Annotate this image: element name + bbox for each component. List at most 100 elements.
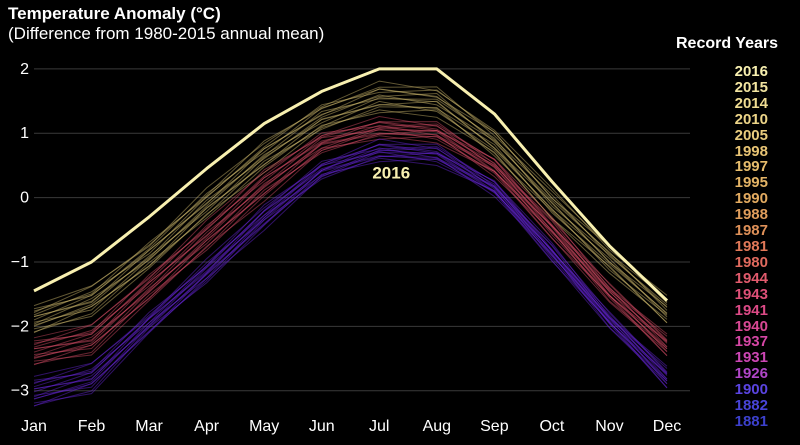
legend-item-1931: 1931 <box>734 349 768 367</box>
y-tick-label: −1 <box>11 254 29 271</box>
band-line <box>33 126 668 357</box>
legend-item-1987: 1987 <box>734 222 768 240</box>
legend-item-2010: 2010 <box>734 110 768 128</box>
x-tick-label: Oct <box>539 418 564 435</box>
legend-item-1926: 1926 <box>734 365 768 383</box>
band-line <box>33 121 668 346</box>
band-line <box>33 151 668 400</box>
legend-item-1990: 1990 <box>734 190 768 208</box>
legend-item-1980: 1980 <box>734 253 768 271</box>
band-line <box>33 149 668 398</box>
legend-title: Record Years <box>676 35 778 52</box>
grid-lines <box>34 68 690 392</box>
x-tick-label: Sep <box>480 418 509 435</box>
band-line <box>33 152 668 390</box>
band-line <box>33 86 668 314</box>
y-tick-label: −3 <box>11 383 29 400</box>
legend-item-2005: 2005 <box>734 126 768 144</box>
legend-item-1937: 1937 <box>734 333 768 351</box>
legend-item-1995: 1995 <box>734 174 768 192</box>
band-line <box>33 98 668 317</box>
series-lines <box>33 67 669 302</box>
band-line <box>33 155 668 396</box>
legend-item-1882: 1882 <box>734 397 768 415</box>
band-line <box>33 132 668 355</box>
band-early-years <box>33 138 668 407</box>
band-line <box>33 152 668 400</box>
band-line <box>33 89 668 312</box>
band-line <box>33 147 668 390</box>
band-line <box>33 157 668 404</box>
band-line <box>33 109 668 330</box>
band-line <box>33 147 668 393</box>
legend-item-1940: 1940 <box>734 317 768 335</box>
y-tick-label: 0 <box>20 190 29 207</box>
year-bands <box>33 80 668 407</box>
band-line <box>33 128 668 358</box>
y-tick-label: 2 <box>20 61 29 78</box>
band-line <box>33 120 668 348</box>
x-tick-label: Dec <box>653 418 681 435</box>
legend: 2016 2015 2014 2010 2005 1998 1997 1995 1990 1988… <box>722 64 768 430</box>
chart-subtitle: (Difference from 1980-2015 annual mean) <box>8 24 325 43</box>
x-tick-label: Aug <box>423 418 451 435</box>
band-line <box>33 97 668 325</box>
band-line <box>33 143 668 385</box>
chart-title: Temperature Anomaly (°C) <box>8 4 221 23</box>
band-line <box>33 109 668 333</box>
y-axis-ticks: 2 1 0 −1 −2 −3 <box>11 61 29 400</box>
band-line <box>33 100 668 327</box>
band-line <box>33 133 668 366</box>
band-line <box>33 135 668 362</box>
band-line <box>33 88 668 316</box>
legend-item-1944: 1944 <box>734 269 768 287</box>
band-line <box>33 123 668 344</box>
legend-item-1900: 1900 <box>734 381 768 399</box>
legend-item-1941: 1941 <box>734 301 768 319</box>
band-line <box>33 124 668 353</box>
band-line <box>33 121 668 342</box>
band-line <box>33 88 668 310</box>
x-tick-label: Apr <box>194 418 220 435</box>
band-line <box>33 115 668 339</box>
band-line <box>33 155 668 407</box>
band-line <box>33 138 668 377</box>
annotation-2016: 2016 <box>372 163 410 182</box>
band-middle-years <box>33 115 668 366</box>
band-line <box>33 80 668 307</box>
band-line <box>33 144 668 381</box>
band-line <box>33 146 668 383</box>
legend-item-1981: 1981 <box>734 237 768 255</box>
legend-item-2014: 2014 <box>734 94 768 112</box>
legend-item-1997: 1997 <box>734 158 768 176</box>
band-line <box>33 124 668 350</box>
band-recent-years <box>33 80 668 334</box>
band-line <box>33 100 668 326</box>
band-line <box>33 135 668 365</box>
x-tick-label: Jun <box>309 418 335 435</box>
x-tick-label: May <box>249 418 279 435</box>
band-line <box>33 103 668 323</box>
legend-item-1988: 1988 <box>734 206 768 224</box>
x-tick-label: Nov <box>595 418 623 435</box>
x-tick-label: Mar <box>135 418 163 435</box>
x-tick-label: Jul <box>369 418 389 435</box>
band-line <box>33 129 668 350</box>
band-line <box>33 92 668 321</box>
legend-item-2016: 2016 <box>734 63 768 80</box>
band-line <box>33 129 668 359</box>
legend-item-1881: 1881 <box>734 412 768 430</box>
legend-item-2015: 2015 <box>734 78 768 96</box>
legend-item-1998: 1998 <box>734 142 768 160</box>
y-tick-label: 1 <box>20 125 29 142</box>
band-line <box>33 158 668 407</box>
band-line <box>33 94 668 318</box>
legend-item-1943: 1943 <box>734 285 768 303</box>
series-line-2016 <box>33 67 669 302</box>
x-tick-label: Jan <box>21 418 47 435</box>
x-axis-ticks: Jan Feb Mar Apr May Jun Jul Aug Sep Oct Nov Dec <box>21 418 681 435</box>
y-tick-label: −2 <box>11 318 29 335</box>
x-tick-label: Feb <box>78 418 106 435</box>
band-line <box>33 106 668 334</box>
